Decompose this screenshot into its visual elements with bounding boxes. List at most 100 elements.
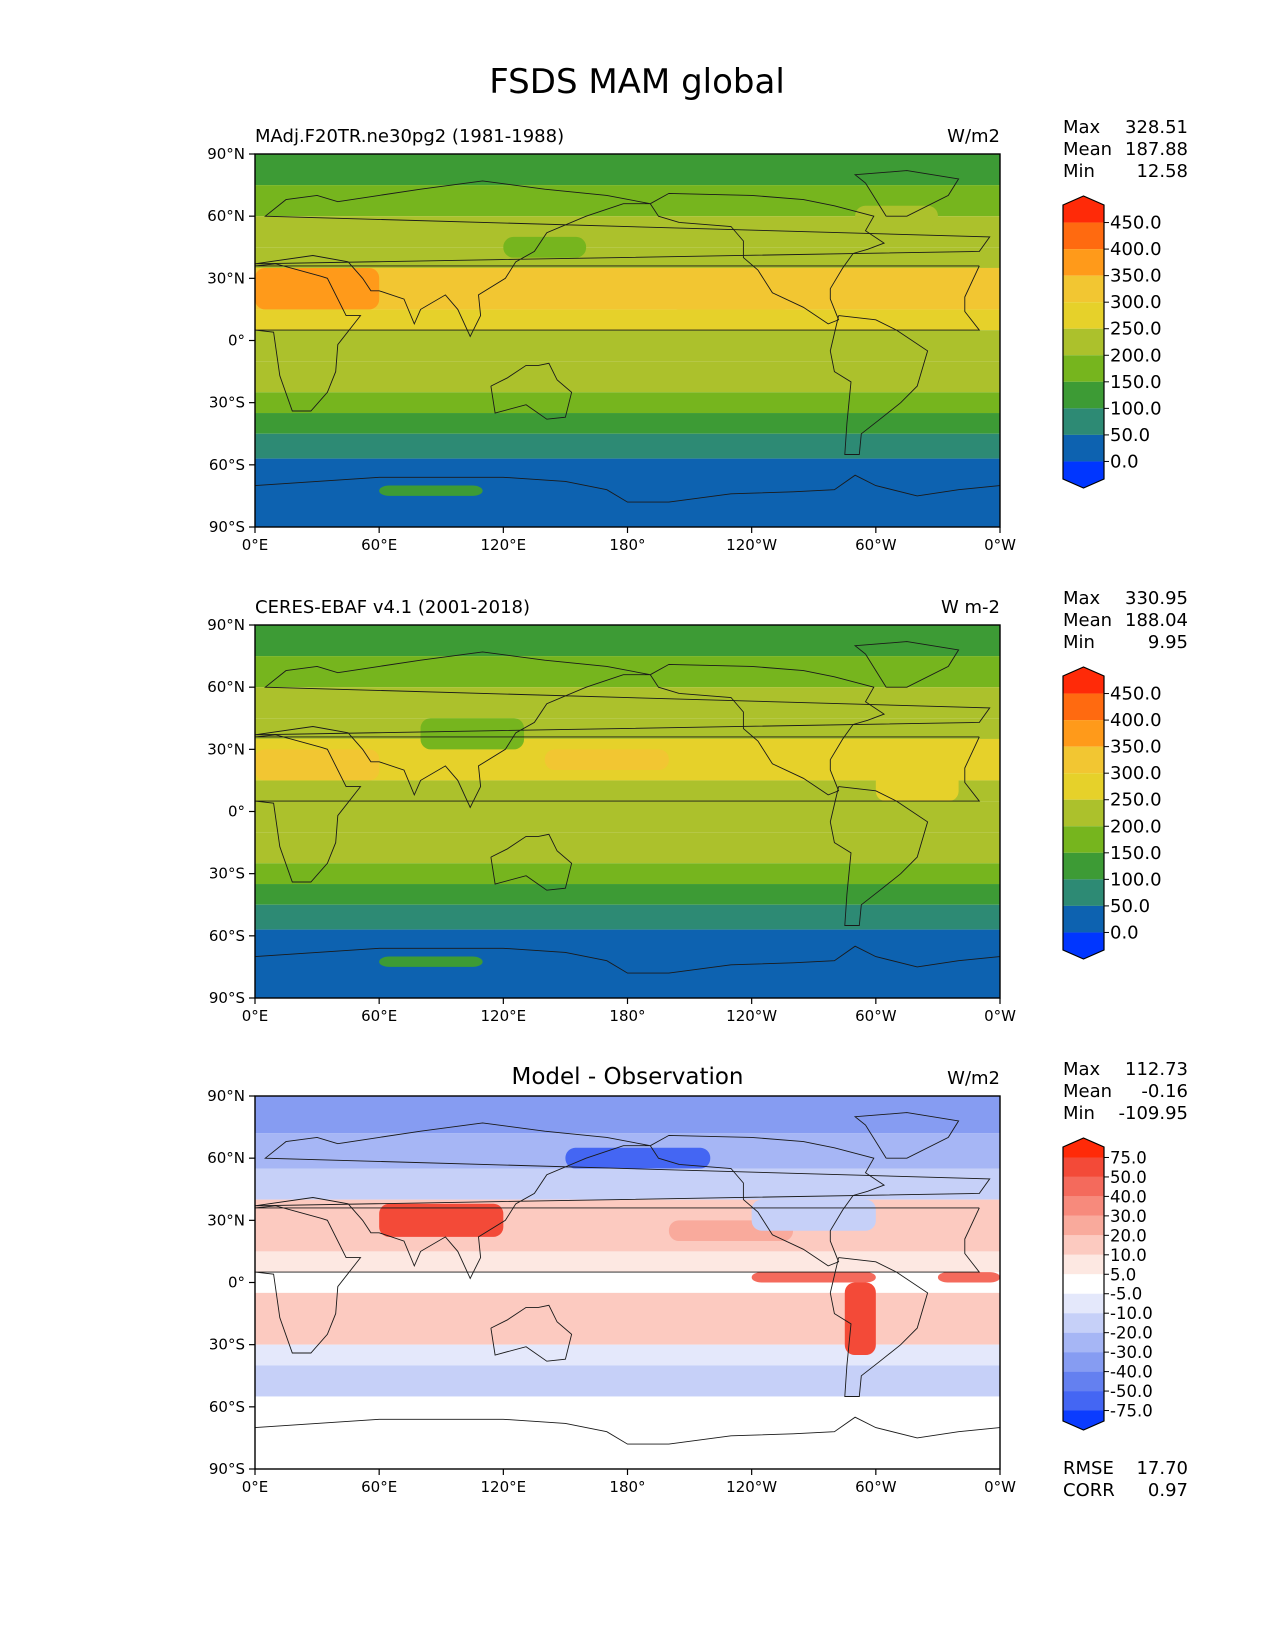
stat-value: 9.95 [1148, 632, 1188, 653]
colorbar-swatch [1063, 1235, 1104, 1255]
coastline [254, 1122, 991, 1280]
field-band [255, 832, 1000, 864]
colorbar-label: 100.0 [1110, 398, 1162, 419]
y-tick-label: 30°S [209, 865, 245, 883]
x-tick-label: 0°E [242, 536, 269, 554]
colorbar-swatch [1063, 408, 1104, 435]
x-tick-label: 60°E [361, 1478, 397, 1496]
stat-label: Mean [1063, 610, 1112, 631]
coastline [853, 641, 960, 688]
y-tick-label: 60°N [207, 1149, 245, 1167]
stat-value: 188.04 [1125, 610, 1188, 631]
colorbar-label: 75.0 [1110, 1148, 1147, 1167]
colorbar-label: 50.0 [1110, 1168, 1147, 1187]
colorbar-label: 0.0 [1110, 451, 1139, 472]
y-tick-label: 0° [228, 1274, 245, 1292]
colorbar-label: 450.0 [1110, 213, 1162, 234]
x-tick-label: 60°W [855, 1478, 897, 1496]
colorbar-label: -5.0 [1110, 1285, 1142, 1304]
panel-title: Model - Observation [511, 1064, 743, 1090]
coastline [829, 1257, 929, 1397]
x-tick-label: 0°E [242, 1007, 269, 1025]
colorbar-label: 50.0 [1110, 896, 1150, 917]
colorbar-label: 250.0 [1110, 319, 1162, 340]
footer-label: CORR [1063, 1480, 1115, 1501]
stat-label: Max [1063, 588, 1101, 609]
map-panel: 0°E 60°E 120°E 180° 120°W 60°W 0°W 90°N 60°N 30°N… [207, 117, 1188, 554]
stat-label: Min [1063, 161, 1095, 182]
colorbar-label: 200.0 [1110, 345, 1162, 366]
field-patch [751, 1199, 876, 1231]
stat-label: Max [1063, 1059, 1101, 1080]
map-panel: 0°E 60°E 120°E 180° 120°W 60°W 0°W 90°N 60°N 30°N… [207, 588, 1188, 1025]
stat-label: Min [1063, 1103, 1095, 1124]
coastline [853, 170, 960, 217]
field-band [255, 1096, 1000, 1134]
field-band [255, 361, 1000, 393]
field-band [255, 929, 1000, 998]
x-tick-label: 0°W [984, 1478, 1016, 1496]
coastline [254, 1205, 981, 1354]
colorbar-swatch [1063, 1138, 1104, 1158]
field-patch [255, 267, 380, 310]
colorbar-label: 10.0 [1110, 1246, 1147, 1265]
x-tick-label: 60°W [855, 1007, 897, 1025]
stat-label: Min [1063, 632, 1095, 653]
stat-value: 330.95 [1125, 588, 1188, 609]
field-patch [379, 485, 483, 496]
coastline [490, 1304, 573, 1362]
colorbar-label: 30.0 [1110, 1207, 1147, 1226]
field-patch [379, 1203, 504, 1237]
colorbar-swatch [1063, 1274, 1104, 1294]
x-tick-label: 180° [609, 1007, 645, 1025]
colorbar-outline [1062, 666, 1105, 960]
x-tick-label: 60°W [855, 536, 897, 554]
coastline [254, 180, 991, 338]
colorbar-swatch [1063, 196, 1104, 223]
stat-label: Max [1063, 117, 1101, 138]
coastline [254, 474, 1001, 503]
colorbar-swatch [1063, 302, 1104, 329]
field-band [255, 458, 1000, 527]
field-band [255, 1168, 1000, 1200]
colorbar-swatch [1063, 1313, 1104, 1333]
colorbar-label: 300.0 [1110, 292, 1162, 313]
stat-value: 112.73 [1125, 1059, 1188, 1080]
coastline [254, 734, 981, 883]
colorbar-swatch [1063, 1176, 1104, 1197]
colorbar-label: 150.0 [1110, 843, 1162, 864]
stat-value: 328.51 [1125, 117, 1188, 138]
coastline [254, 263, 981, 412]
field-band [255, 1272, 1000, 1293]
colorbar-swatch [1063, 693, 1104, 721]
colorbar-swatch [1063, 461, 1104, 488]
panel-title: MAdj.F20TR.ne30pg2 (1981-1988) [255, 126, 564, 147]
coastline [649, 192, 886, 325]
field-patch [844, 1282, 876, 1356]
footer-value: 0.97 [1148, 1480, 1188, 1501]
field-patch [937, 1272, 1000, 1283]
colorbar-swatch [1063, 826, 1104, 853]
field-band [255, 1199, 1000, 1252]
figure-title: FSDS MAM global [489, 62, 785, 102]
coastline [853, 1112, 960, 1159]
x-tick-label: 120°W [726, 1007, 777, 1025]
coastline [829, 315, 929, 455]
colorbar-swatch [1063, 275, 1104, 303]
colorbar-swatch [1063, 1157, 1104, 1177]
field-patch [503, 236, 587, 258]
colorbar-swatch [1063, 381, 1104, 409]
stat-label: Mean [1063, 139, 1112, 160]
y-tick-label: 30°S [209, 1336, 245, 1354]
y-tick-label: 60°N [207, 678, 245, 696]
x-tick-label: 180° [609, 536, 645, 554]
colorbar-swatch [1063, 1371, 1104, 1392]
field-band [255, 1292, 1000, 1345]
coastline [649, 1134, 886, 1267]
colorbar-swatch [1063, 932, 1104, 959]
y-tick-label: 60°S [209, 456, 245, 474]
x-tick-label: 0°W [984, 536, 1016, 554]
colorbar-swatch [1063, 667, 1104, 694]
stat-label: Mean [1063, 1081, 1112, 1102]
